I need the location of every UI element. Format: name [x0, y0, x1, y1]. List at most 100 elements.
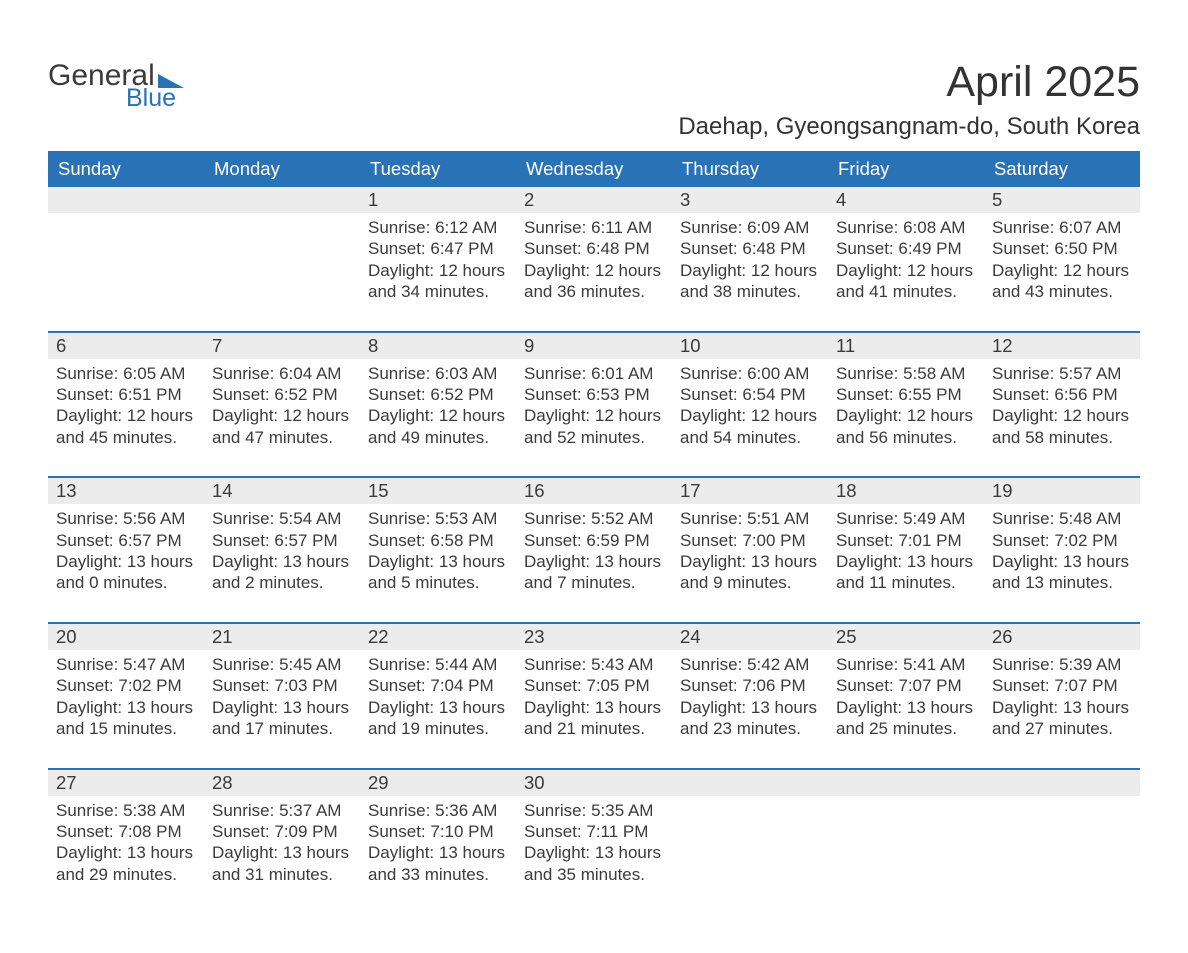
day-number-cell: 28: [204, 769, 360, 796]
sunrise-text: Sunrise: 6:09 AM: [680, 217, 820, 238]
daylight-text: and 21 minutes.: [524, 718, 664, 739]
day-number-cell: 10: [672, 332, 828, 359]
day-number-cell: [984, 769, 1140, 796]
sunset-text: Sunset: 7:07 PM: [836, 675, 976, 696]
daylight-text: Daylight: 12 hours: [680, 260, 820, 281]
day-cell: Sunrise: 5:45 AMSunset: 7:03 PMDaylight:…: [204, 650, 360, 769]
daylight-text: Daylight: 12 hours: [524, 260, 664, 281]
day-number-cell: 4: [828, 187, 984, 213]
sunrise-text: Sunrise: 6:11 AM: [524, 217, 664, 238]
daylight-text: and 35 minutes.: [524, 864, 664, 885]
weekday-header: Wednesday: [516, 151, 672, 187]
sunset-text: Sunset: 7:08 PM: [56, 821, 196, 842]
day-number-cell: 14: [204, 477, 360, 504]
daylight-text: Daylight: 12 hours: [836, 405, 976, 426]
day-number-cell: 24: [672, 623, 828, 650]
daynum-row: 12345: [48, 187, 1140, 213]
day-number-cell: [48, 187, 204, 213]
day-number-cell: 6: [48, 332, 204, 359]
day-cell: Sunrise: 6:04 AMSunset: 6:52 PMDaylight:…: [204, 359, 360, 478]
weekday-header: Friday: [828, 151, 984, 187]
sunrise-text: Sunrise: 6:12 AM: [368, 217, 508, 238]
sunset-text: Sunset: 7:07 PM: [992, 675, 1132, 696]
day-number-cell: 1: [360, 187, 516, 213]
sunrise-text: Sunrise: 6:03 AM: [368, 363, 508, 384]
day-cell: Sunrise: 5:56 AMSunset: 6:57 PMDaylight:…: [48, 504, 204, 623]
sunrise-text: Sunrise: 6:08 AM: [836, 217, 976, 238]
daynum-row: 13141516171819: [48, 477, 1140, 504]
day-number-cell: 21: [204, 623, 360, 650]
daylight-text: Daylight: 13 hours: [524, 551, 664, 572]
sunrise-text: Sunrise: 5:57 AM: [992, 363, 1132, 384]
daylight-text: Daylight: 12 hours: [524, 405, 664, 426]
sunset-text: Sunset: 7:02 PM: [992, 530, 1132, 551]
day-number-cell: 15: [360, 477, 516, 504]
daylight-text: Daylight: 12 hours: [368, 260, 508, 281]
daynum-row: 20212223242526: [48, 623, 1140, 650]
day-cell: Sunrise: 5:51 AMSunset: 7:00 PMDaylight:…: [672, 504, 828, 623]
sunrise-text: Sunrise: 5:53 AM: [368, 508, 508, 529]
day-cell: Sunrise: 5:47 AMSunset: 7:02 PMDaylight:…: [48, 650, 204, 769]
day-number-cell: [672, 769, 828, 796]
day-body-row: Sunrise: 5:38 AMSunset: 7:08 PMDaylight:…: [48, 796, 1140, 914]
daylight-text: Daylight: 12 hours: [992, 405, 1132, 426]
sunrise-text: Sunrise: 5:44 AM: [368, 654, 508, 675]
day-number-cell: 26: [984, 623, 1140, 650]
sunset-text: Sunset: 6:55 PM: [836, 384, 976, 405]
sunrise-text: Sunrise: 6:07 AM: [992, 217, 1132, 238]
daylight-text: and 5 minutes.: [368, 572, 508, 593]
day-cell: Sunrise: 5:35 AMSunset: 7:11 PMDaylight:…: [516, 796, 672, 914]
daylight-text: and 19 minutes.: [368, 718, 508, 739]
sunset-text: Sunset: 6:52 PM: [368, 384, 508, 405]
day-number-cell: 19: [984, 477, 1140, 504]
day-number-cell: [204, 187, 360, 213]
sunset-text: Sunset: 7:01 PM: [836, 530, 976, 551]
calendar-page: General Blue April 2025 Daehap, Gyeongsa…: [0, 0, 1188, 953]
day-number-cell: 30: [516, 769, 672, 796]
day-cell: Sunrise: 5:38 AMSunset: 7:08 PMDaylight:…: [48, 796, 204, 914]
sunset-text: Sunset: 7:03 PM: [212, 675, 352, 696]
sunset-text: Sunset: 7:04 PM: [368, 675, 508, 696]
sunrise-text: Sunrise: 5:38 AM: [56, 800, 196, 821]
location-subtitle: Daehap, Gyeongsangnam-do, South Korea: [678, 113, 1140, 141]
day-number-cell: 9: [516, 332, 672, 359]
day-body-row: Sunrise: 6:12 AMSunset: 6:47 PMDaylight:…: [48, 213, 1140, 332]
day-cell: [48, 213, 204, 332]
day-number-cell: 13: [48, 477, 204, 504]
daylight-text: and 15 minutes.: [56, 718, 196, 739]
sunrise-text: Sunrise: 5:58 AM: [836, 363, 976, 384]
daylight-text: Daylight: 13 hours: [992, 697, 1132, 718]
sunset-text: Sunset: 6:48 PM: [680, 238, 820, 259]
daylight-text: and 29 minutes.: [56, 864, 196, 885]
day-cell: Sunrise: 5:48 AMSunset: 7:02 PMDaylight:…: [984, 504, 1140, 623]
day-cell: Sunrise: 5:52 AMSunset: 6:59 PMDaylight:…: [516, 504, 672, 623]
day-cell: [204, 213, 360, 332]
sunrise-text: Sunrise: 5:43 AM: [524, 654, 664, 675]
day-number-cell: 11: [828, 332, 984, 359]
sunset-text: Sunset: 6:47 PM: [368, 238, 508, 259]
day-cell: Sunrise: 5:37 AMSunset: 7:09 PMDaylight:…: [204, 796, 360, 914]
day-number-cell: 3: [672, 187, 828, 213]
day-cell: Sunrise: 5:42 AMSunset: 7:06 PMDaylight:…: [672, 650, 828, 769]
day-number-cell: 22: [360, 623, 516, 650]
day-number-cell: 7: [204, 332, 360, 359]
daylight-text: and 13 minutes.: [992, 572, 1132, 593]
day-number-cell: 17: [672, 477, 828, 504]
daylight-text: Daylight: 12 hours: [56, 405, 196, 426]
day-body-row: Sunrise: 5:56 AMSunset: 6:57 PMDaylight:…: [48, 504, 1140, 623]
sunset-text: Sunset: 6:51 PM: [56, 384, 196, 405]
daylight-text: Daylight: 13 hours: [56, 842, 196, 863]
sunset-text: Sunset: 6:59 PM: [524, 530, 664, 551]
daylight-text: and 58 minutes.: [992, 427, 1132, 448]
weekday-header: Tuesday: [360, 151, 516, 187]
daylight-text: Daylight: 13 hours: [212, 842, 352, 863]
sunset-text: Sunset: 6:57 PM: [212, 530, 352, 551]
sunset-text: Sunset: 6:57 PM: [56, 530, 196, 551]
day-cell: Sunrise: 5:58 AMSunset: 6:55 PMDaylight:…: [828, 359, 984, 478]
day-number-cell: 27: [48, 769, 204, 796]
day-cell: [828, 796, 984, 914]
sunset-text: Sunset: 7:09 PM: [212, 821, 352, 842]
weekday-header: Saturday: [984, 151, 1140, 187]
day-cell: Sunrise: 5:43 AMSunset: 7:05 PMDaylight:…: [516, 650, 672, 769]
day-cell: Sunrise: 5:54 AMSunset: 6:57 PMDaylight:…: [204, 504, 360, 623]
